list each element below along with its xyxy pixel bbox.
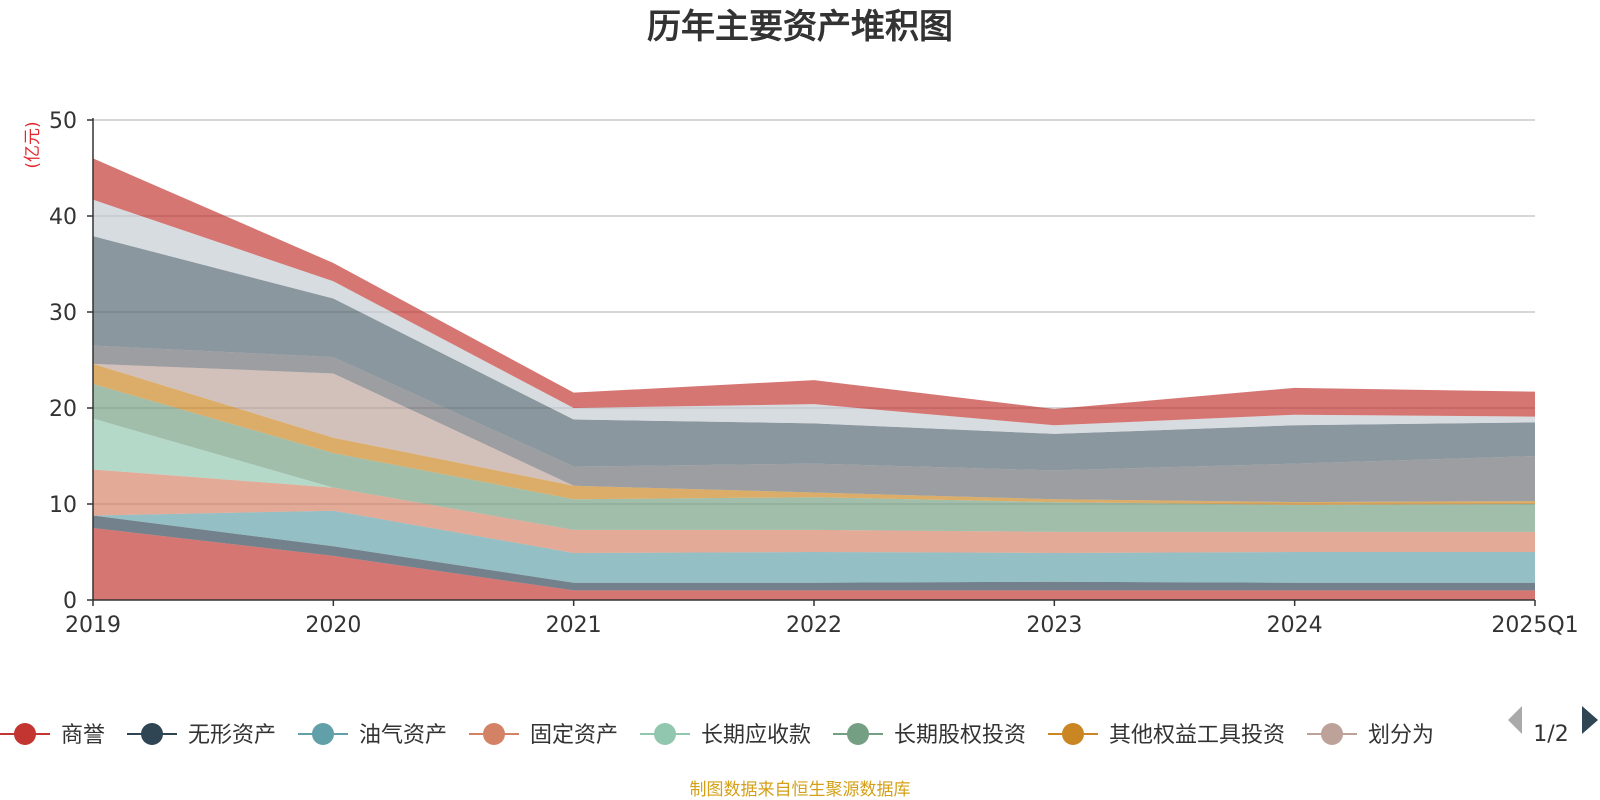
y-tick-label: 30: [49, 301, 77, 326]
y-tick-label: 50: [49, 109, 77, 134]
legend-label: 其他权益工具投资: [1109, 723, 1285, 748]
series-areas: [93, 158, 1535, 600]
legend-item[interactable]: 长期应收款: [640, 723, 811, 748]
legend-item[interactable]: 固定资产: [469, 723, 618, 748]
y-tick-label: 20: [49, 397, 77, 422]
legend-label: 长期股权投资: [894, 723, 1026, 748]
x-tick-label: 2021: [546, 613, 602, 638]
y-tick-label: 0: [63, 589, 77, 614]
y-tick-label: 40: [49, 205, 77, 230]
legend-item[interactable]: 其他权益工具投资: [1048, 723, 1285, 748]
series-area: [93, 515, 1535, 591]
data-source-note: 制图数据来自恒生聚源数据库: [690, 780, 911, 800]
legend-dot-marker: [14, 723, 36, 745]
series-area: [93, 199, 1535, 434]
legend-item[interactable]: 长期股权投资: [833, 723, 1026, 748]
series-area: [93, 384, 1535, 532]
legend-dot-marker: [312, 723, 334, 745]
legend-dot-marker: [141, 723, 163, 745]
x-tick-label: 2019: [65, 613, 121, 638]
legend-next-page-icon[interactable]: [1582, 706, 1598, 734]
legend-dot-marker: [1321, 723, 1343, 745]
series-area: [93, 236, 1535, 471]
y-axis-unit-label: (亿元): [23, 121, 43, 168]
legend-label: 长期应收款: [701, 723, 811, 748]
axes: [87, 118, 1536, 606]
y-tick-labels: 0 10 20 30 40 50: [49, 109, 77, 614]
series-area: [93, 528, 1535, 600]
legend-dot-marker: [483, 723, 505, 745]
x-tick-label: 2024: [1267, 613, 1323, 638]
x-tick-label: 2022: [786, 613, 842, 638]
legend-label: 商誉: [61, 723, 105, 748]
series-area: [93, 158, 1535, 426]
legend-item[interactable]: 油气资产: [298, 723, 447, 748]
x-tick-label: 2025Q1: [1491, 613, 1578, 638]
x-tick-label: 2023: [1026, 613, 1082, 638]
y-tick-label: 10: [49, 493, 77, 518]
legend-item[interactable]: 划分为: [1307, 723, 1434, 748]
legend: 商誉 无形资产 油气资产 固定资产 长期应收款 长期股权投资 其他权益工具投资 划分为 1/2: [0, 706, 1598, 748]
legend-dot-marker: [654, 723, 676, 745]
legend-dot-marker: [847, 723, 869, 745]
series-area: [93, 363, 1535, 505]
legend-label: 固定资产: [530, 723, 618, 748]
chart-title: 历年主要资产堆积图: [647, 7, 953, 47]
legend-prev-page-icon[interactable]: [1508, 706, 1522, 734]
legend-label: 划分为: [1368, 723, 1434, 748]
series-area: [93, 363, 1535, 503]
series-area: [93, 469, 1535, 553]
x-tick-labels: 2019 2020 2021 2022 2023 2024 2025Q1: [65, 613, 1579, 638]
x-tick-label: 2020: [305, 613, 361, 638]
legend-dot-marker: [1062, 723, 1084, 745]
legend-page-indicator: 1/2: [1533, 722, 1568, 747]
series-area: [93, 510, 1535, 583]
legend-label: 无形资产: [188, 723, 276, 748]
legend-item[interactable]: 无形资产: [127, 723, 276, 748]
legend-item[interactable]: 商誉: [0, 723, 105, 748]
series-area: [93, 345, 1535, 503]
legend-label: 油气资产: [359, 723, 447, 748]
